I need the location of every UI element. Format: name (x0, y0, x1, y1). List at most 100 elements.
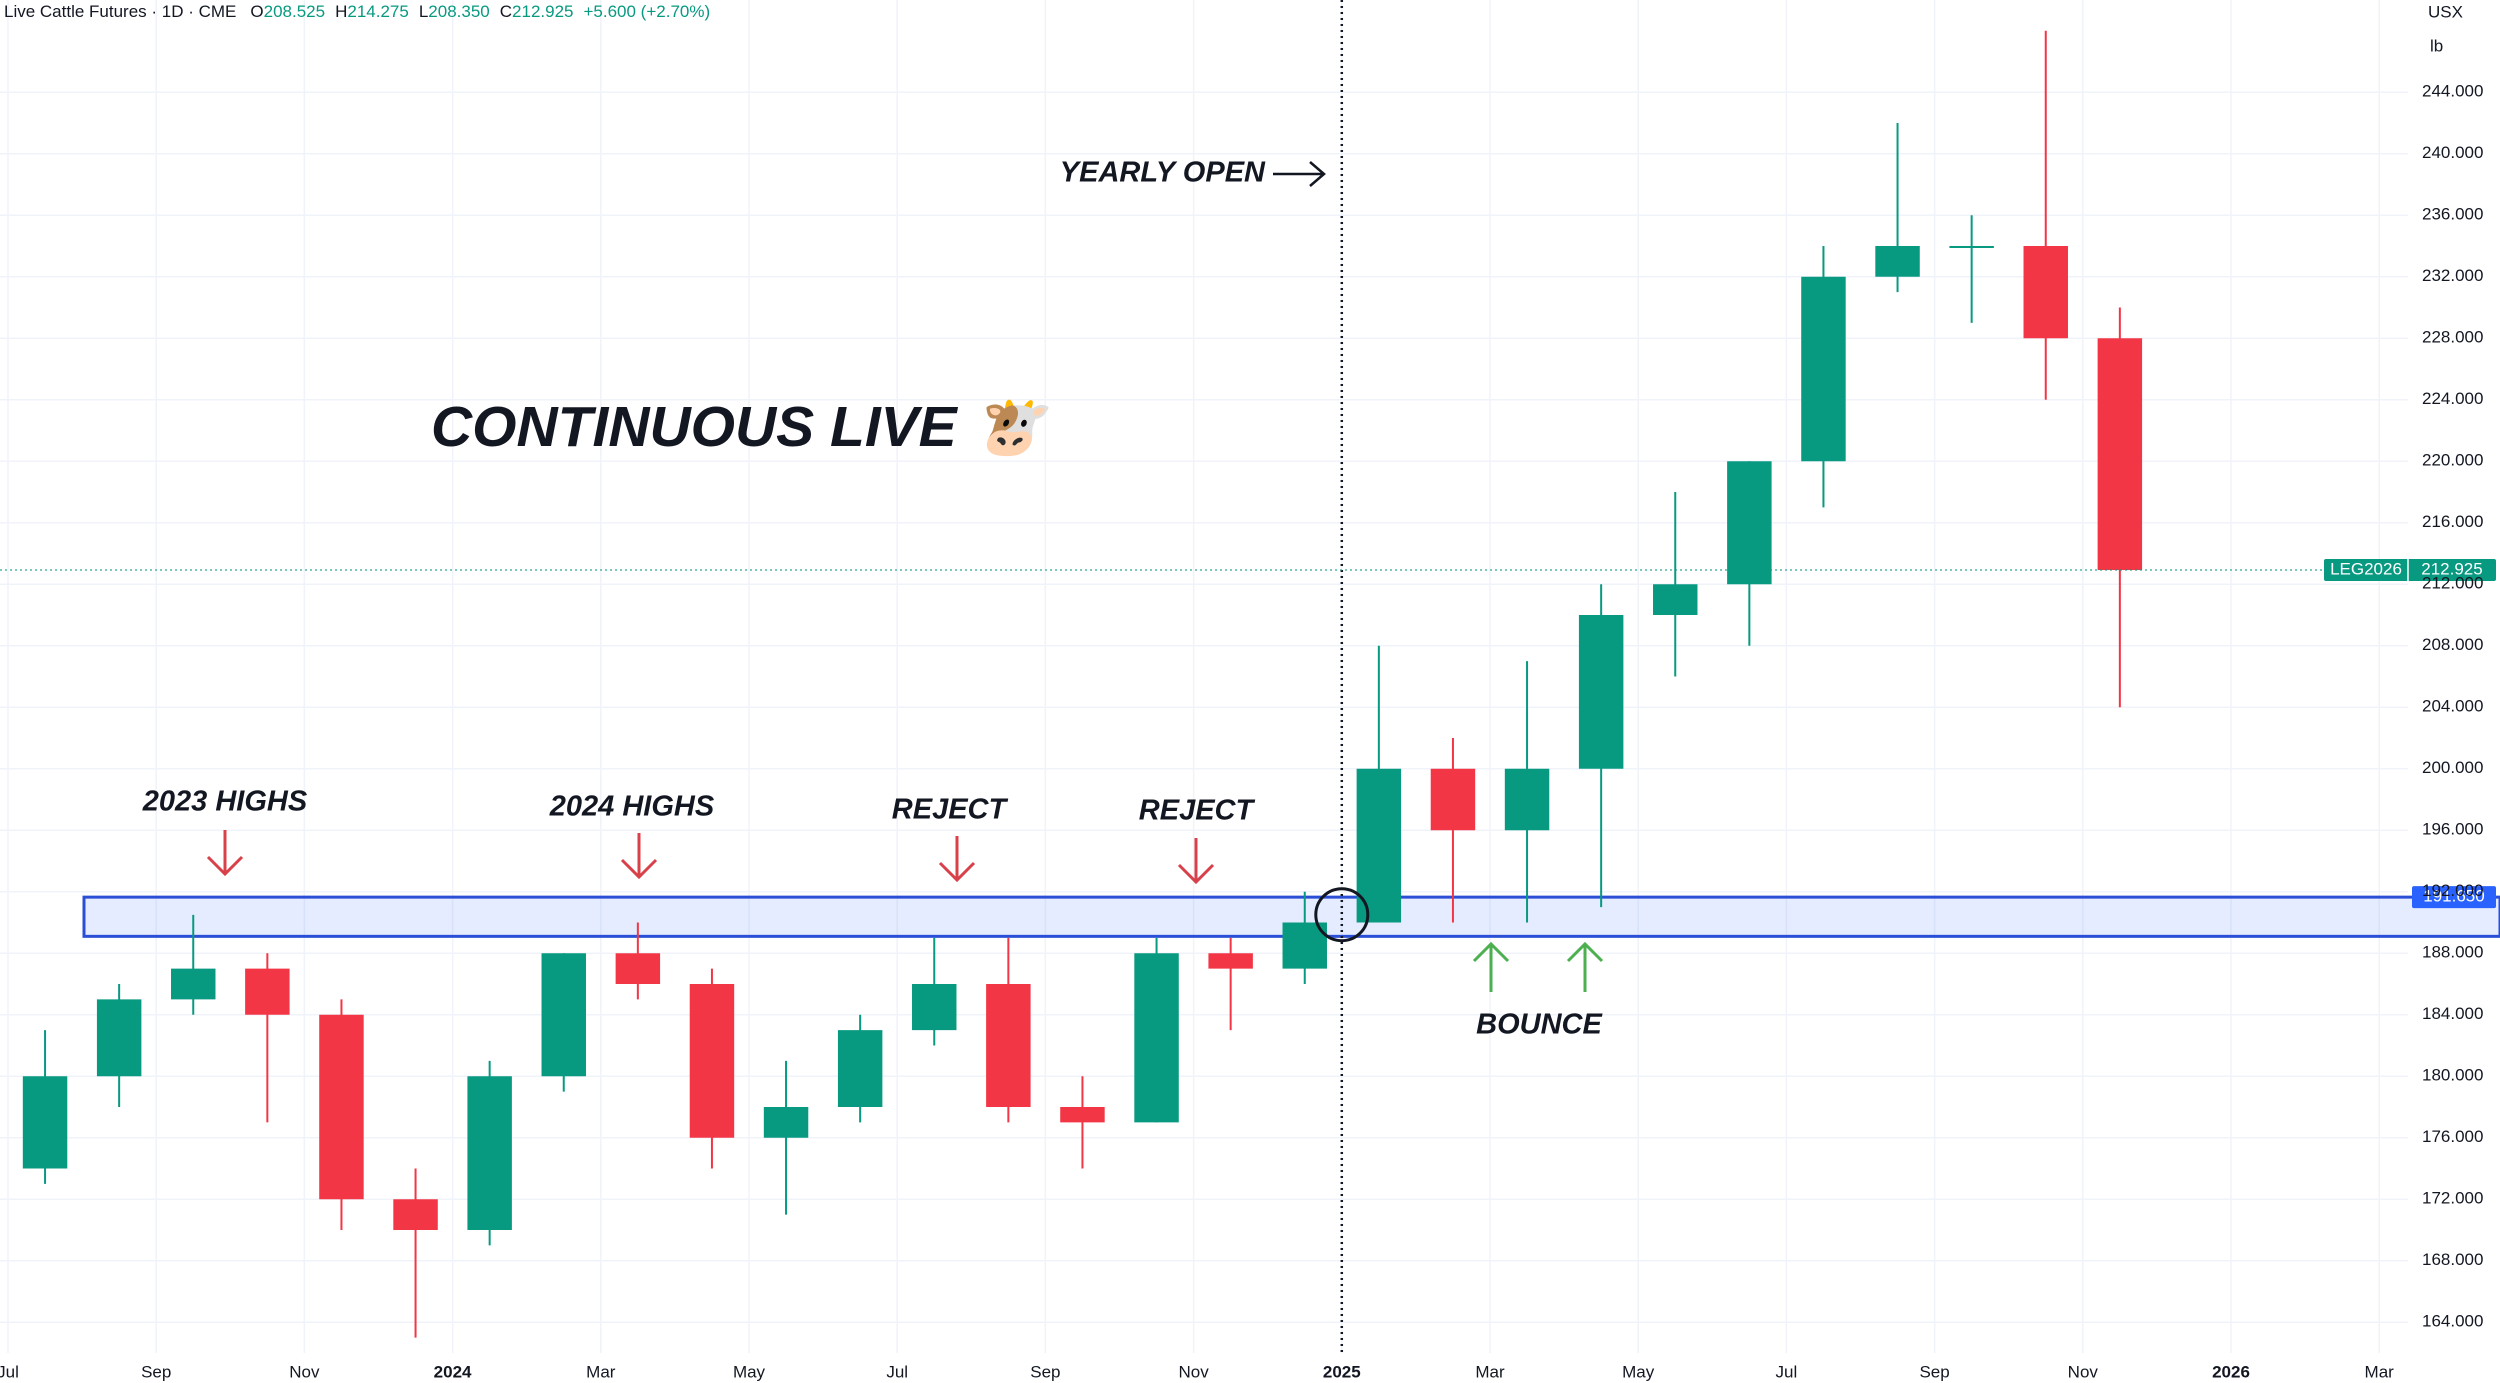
candle-body (615, 953, 661, 984)
y-tick-label: 184.000 (2422, 1004, 2483, 1023)
ohlc-key: C (500, 2, 512, 21)
change: +5.600 (+2.70%) (583, 2, 710, 21)
x-tick-label: Jul (886, 1362, 908, 1381)
x-tick-label: Sep (1030, 1362, 1060, 1381)
y-tick-label: 196.000 (2422, 820, 2483, 839)
zone-label: 191.650 (2423, 887, 2484, 906)
x-tick-label: Mar (1475, 1362, 1505, 1381)
candle-body (1578, 615, 1624, 769)
x-tick-label: Jul (1776, 1362, 1798, 1381)
candle-body (1208, 953, 1253, 969)
ohlc-value: 212.925 (512, 2, 573, 21)
x-tick-label: Nov (2068, 1362, 2099, 1381)
ohlc-key: O (250, 2, 263, 21)
price-tag-bg (2324, 559, 2496, 582)
y-tick-label: 228.000 (2422, 328, 2483, 347)
y-tick-label: 192.000 (2422, 881, 2483, 900)
candle-body (1875, 246, 1920, 277)
y-tick-label: 200.000 (2422, 758, 2483, 777)
y-tick-label: 240.000 (2422, 143, 2483, 162)
x-tick-label: Sep (141, 1362, 171, 1381)
candle-body (2023, 246, 2068, 339)
y-tick-label: 172.000 (2422, 1189, 2483, 1208)
y-tick-label: 176.000 (2422, 1127, 2483, 1146)
price-tag-name: LEG2026 (2330, 560, 2402, 579)
candle-body (986, 984, 1031, 1107)
ohlc-value: 208.350 (428, 2, 489, 21)
candle-body (1356, 768, 1402, 923)
candle-body (1504, 768, 1550, 831)
y-tick-label: 216.000 (2422, 512, 2483, 531)
y-tick-label: 244.000 (2422, 82, 2483, 101)
x-tick-label: Mar (586, 1362, 616, 1381)
x-tick-label: 2026 (2212, 1362, 2250, 1381)
y-tick-label: 164.000 (2422, 1312, 2483, 1331)
chart-title: Live Cattle Futures · 1D · CME (4, 2, 236, 21)
y-tick-label: 236.000 (2422, 205, 2483, 224)
ohlc-value: 208.525 (264, 2, 325, 21)
header: Live Cattle Futures · 1D · CME O208.525 H2… (4, 2, 710, 21)
candle-body (319, 1014, 364, 1200)
candles (22, 30, 2143, 1338)
y-tick-label: 188.000 (2422, 943, 2483, 962)
y-tick-label: 180.000 (2422, 1066, 2483, 1085)
x-tick-label: Mar (2365, 1362, 2395, 1381)
x-tick-label: 2025 (1323, 1362, 1361, 1381)
candle-body (1727, 461, 1772, 585)
candle-body (22, 1076, 68, 1169)
unit: lb (2430, 36, 2443, 55)
x-tick-label: Jul (0, 1362, 19, 1381)
candle-body (467, 1076, 512, 1230)
candle-body (1949, 246, 1994, 248)
candle-body (763, 1107, 809, 1138)
candle-body (393, 1199, 438, 1230)
ohlc-key: L (419, 2, 428, 21)
candle-body (245, 968, 290, 1015)
arrow (1273, 161, 1326, 187)
annotation: BOUNCE (1476, 1009, 1603, 1041)
annotation: YEARLY OPEN (1060, 157, 1266, 189)
ohlc-value: 214.275 (347, 2, 408, 21)
y-tick-label: 220.000 (2422, 451, 2483, 470)
annotation: 2023 HIGHS (142, 786, 308, 818)
y-tick-label: 168.000 (2422, 1250, 2483, 1269)
candle-body (2097, 338, 2143, 571)
annotation: 2024 HIGHS (549, 791, 715, 823)
x-tick-label: Sep (1919, 1362, 1949, 1381)
x-tick-label: Nov (1178, 1362, 1209, 1381)
candle-body (912, 984, 957, 1031)
price-tag-value: 212.925 (2421, 560, 2482, 579)
x-tick-label: Nov (289, 1362, 320, 1381)
y-tick-label: 224.000 (2422, 389, 2483, 408)
headline: CONTINUOUS LIVE 🐮 (431, 395, 1053, 459)
y-tick-label: 232.000 (2422, 266, 2483, 285)
candle-body (1134, 953, 1179, 1123)
green-arrows (1472, 941, 1604, 992)
candle-body (96, 999, 142, 1077)
candle-body (1430, 768, 1476, 831)
x-tick-label: May (733, 1362, 766, 1381)
candle-body (1653, 584, 1698, 615)
y-tick-label: 204.000 (2422, 697, 2483, 716)
candle-body (171, 968, 216, 1000)
zone-label-bg (2412, 886, 2496, 909)
y-tick-label: 208.000 (2422, 635, 2483, 654)
currency: USX (2428, 2, 2463, 21)
candle-body (689, 984, 735, 1138)
x-tick-label: May (1622, 1362, 1655, 1381)
candle-body (1060, 1107, 1105, 1123)
candle-body (837, 1030, 883, 1107)
red-arrows (206, 830, 1215, 885)
y-tick-label: 212.000 (2422, 574, 2483, 593)
annotation: REJECT (1139, 795, 1256, 827)
breakout-circle (1314, 887, 1370, 943)
grid (0, 0, 2408, 1353)
overlay: 191.650 LEG2026 212.925 USX lb Live Cattle Fu… (0, 0, 2496, 1353)
ohlc-key: H (335, 2, 347, 21)
candle-body (1801, 276, 1846, 462)
annotation: REJECT (892, 794, 1009, 826)
candle-body (541, 953, 586, 1077)
x-tick-label: 2024 (434, 1362, 472, 1381)
